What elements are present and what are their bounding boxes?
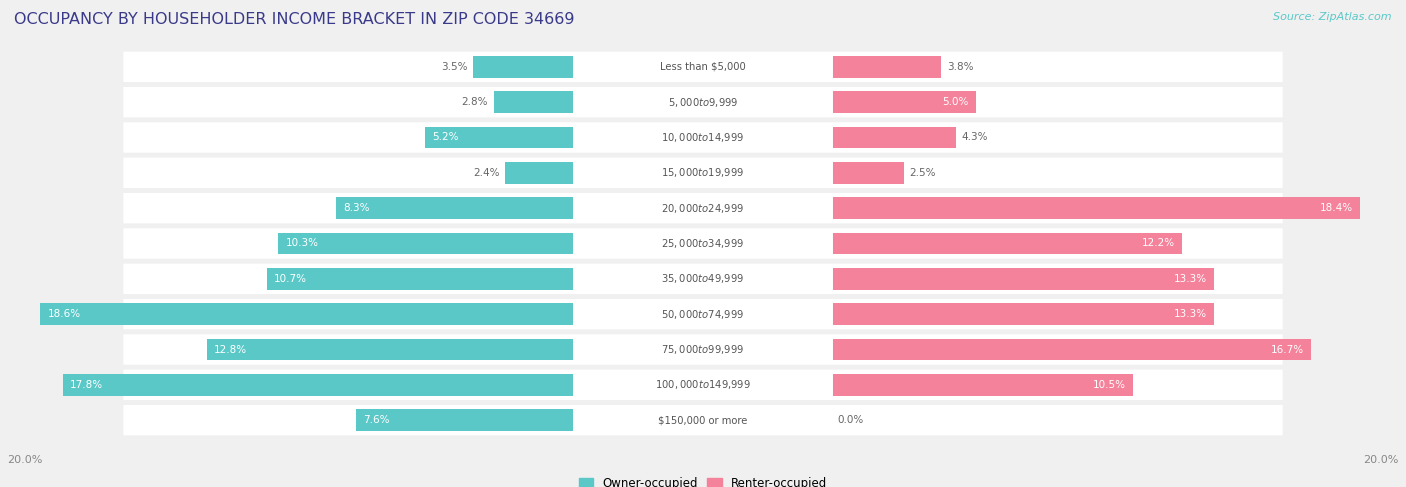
- Text: $150,000 or more: $150,000 or more: [658, 415, 748, 425]
- FancyBboxPatch shape: [574, 195, 832, 222]
- FancyBboxPatch shape: [574, 372, 832, 398]
- Bar: [494, 91, 574, 113]
- Bar: [832, 374, 1133, 396]
- FancyBboxPatch shape: [124, 52, 1282, 82]
- Text: $75,000 to $99,999: $75,000 to $99,999: [661, 343, 745, 356]
- Bar: [267, 268, 574, 290]
- FancyBboxPatch shape: [574, 265, 832, 292]
- FancyBboxPatch shape: [124, 158, 1282, 188]
- FancyBboxPatch shape: [574, 89, 832, 115]
- Bar: [832, 127, 956, 149]
- FancyBboxPatch shape: [124, 193, 1282, 224]
- FancyBboxPatch shape: [124, 405, 1282, 435]
- FancyBboxPatch shape: [574, 407, 832, 433]
- Text: 12.2%: 12.2%: [1142, 239, 1175, 248]
- Text: 18.4%: 18.4%: [1320, 203, 1353, 213]
- FancyBboxPatch shape: [124, 299, 1282, 329]
- Bar: [63, 374, 574, 396]
- FancyBboxPatch shape: [124, 87, 1282, 117]
- Legend: Owner-occupied, Renter-occupied: Owner-occupied, Renter-occupied: [574, 473, 832, 487]
- FancyBboxPatch shape: [574, 230, 832, 257]
- Text: $25,000 to $34,999: $25,000 to $34,999: [661, 237, 745, 250]
- Text: 2.4%: 2.4%: [472, 168, 499, 178]
- Bar: [41, 303, 574, 325]
- Text: $100,000 to $149,999: $100,000 to $149,999: [655, 378, 751, 392]
- FancyBboxPatch shape: [574, 301, 832, 328]
- Text: 4.3%: 4.3%: [962, 132, 988, 143]
- Text: 10.7%: 10.7%: [274, 274, 307, 284]
- FancyBboxPatch shape: [574, 54, 832, 80]
- Text: 3.8%: 3.8%: [946, 62, 973, 72]
- Bar: [832, 268, 1213, 290]
- FancyBboxPatch shape: [574, 124, 832, 151]
- Text: 13.3%: 13.3%: [1174, 274, 1206, 284]
- Text: 10.5%: 10.5%: [1094, 380, 1126, 390]
- FancyBboxPatch shape: [574, 336, 832, 363]
- Text: 16.7%: 16.7%: [1271, 344, 1305, 355]
- Text: 0.0%: 0.0%: [838, 415, 865, 425]
- Text: $15,000 to $19,999: $15,000 to $19,999: [661, 167, 745, 179]
- FancyBboxPatch shape: [124, 122, 1282, 153]
- Text: Less than $5,000: Less than $5,000: [661, 62, 745, 72]
- Bar: [832, 197, 1360, 219]
- Text: 10.3%: 10.3%: [285, 239, 319, 248]
- Text: 3.5%: 3.5%: [441, 62, 468, 72]
- Text: 7.6%: 7.6%: [363, 415, 389, 425]
- Bar: [832, 233, 1182, 254]
- Bar: [832, 338, 1312, 360]
- Text: $5,000 to $9,999: $5,000 to $9,999: [668, 95, 738, 109]
- Text: $20,000 to $24,999: $20,000 to $24,999: [661, 202, 745, 215]
- Bar: [832, 162, 904, 184]
- Text: 20.0%: 20.0%: [7, 455, 42, 465]
- Bar: [505, 162, 574, 184]
- Text: $10,000 to $14,999: $10,000 to $14,999: [661, 131, 745, 144]
- Text: 2.5%: 2.5%: [910, 168, 936, 178]
- Text: $35,000 to $49,999: $35,000 to $49,999: [661, 272, 745, 285]
- Text: 5.0%: 5.0%: [942, 97, 969, 107]
- Text: Source: ZipAtlas.com: Source: ZipAtlas.com: [1274, 12, 1392, 22]
- Text: OCCUPANCY BY HOUSEHOLDER INCOME BRACKET IN ZIP CODE 34669: OCCUPANCY BY HOUSEHOLDER INCOME BRACKET …: [14, 12, 575, 27]
- Text: 20.0%: 20.0%: [1364, 455, 1399, 465]
- Text: $50,000 to $74,999: $50,000 to $74,999: [661, 308, 745, 320]
- Bar: [278, 233, 574, 254]
- FancyBboxPatch shape: [124, 263, 1282, 294]
- Bar: [474, 56, 574, 78]
- FancyBboxPatch shape: [124, 228, 1282, 259]
- Bar: [207, 338, 574, 360]
- Bar: [356, 409, 574, 431]
- Text: 17.8%: 17.8%: [70, 380, 104, 390]
- Bar: [336, 197, 574, 219]
- FancyBboxPatch shape: [574, 159, 832, 186]
- Text: 2.8%: 2.8%: [461, 97, 488, 107]
- FancyBboxPatch shape: [124, 334, 1282, 365]
- Bar: [832, 303, 1213, 325]
- Text: 8.3%: 8.3%: [343, 203, 370, 213]
- Text: 5.2%: 5.2%: [432, 132, 458, 143]
- Text: 13.3%: 13.3%: [1174, 309, 1206, 319]
- Text: 12.8%: 12.8%: [214, 344, 247, 355]
- Bar: [832, 91, 976, 113]
- Text: 18.6%: 18.6%: [48, 309, 80, 319]
- Bar: [425, 127, 574, 149]
- FancyBboxPatch shape: [124, 370, 1282, 400]
- Bar: [832, 56, 941, 78]
